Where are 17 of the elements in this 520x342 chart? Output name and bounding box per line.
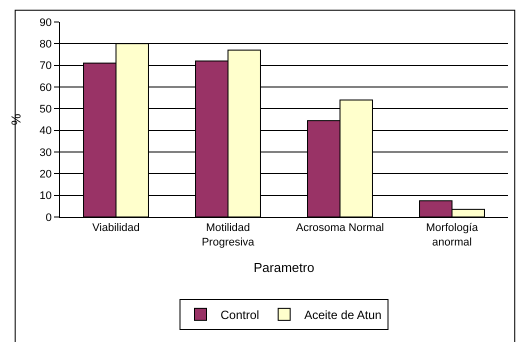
y-tick-label: 0	[46, 212, 52, 224]
y-tick-label: 40	[40, 125, 52, 138]
x-tick-label: Morfología anormal	[426, 222, 479, 248]
x-tick-label: Motilidad Progresiva	[202, 222, 256, 248]
y-tick-label: 60	[40, 82, 52, 94]
x-axis-title: Parametro	[254, 260, 314, 276]
y-tick-label: 10	[40, 190, 52, 202]
x-tick-label: Viabilidad	[92, 222, 140, 234]
x-tick-label: Acrosoma Normal	[296, 222, 384, 234]
y-tick-label: 20	[40, 168, 52, 181]
y-tick-label: 90	[40, 16, 52, 29]
y-tick-label: 30	[40, 146, 52, 159]
y-tick-label: 70	[40, 60, 52, 72]
legend-label: Aceite de Atun	[304, 308, 382, 322]
y-tick-label: 80	[40, 38, 52, 51]
y-tick-label: 50	[40, 104, 52, 116]
legend-label: Control	[220, 308, 260, 322]
